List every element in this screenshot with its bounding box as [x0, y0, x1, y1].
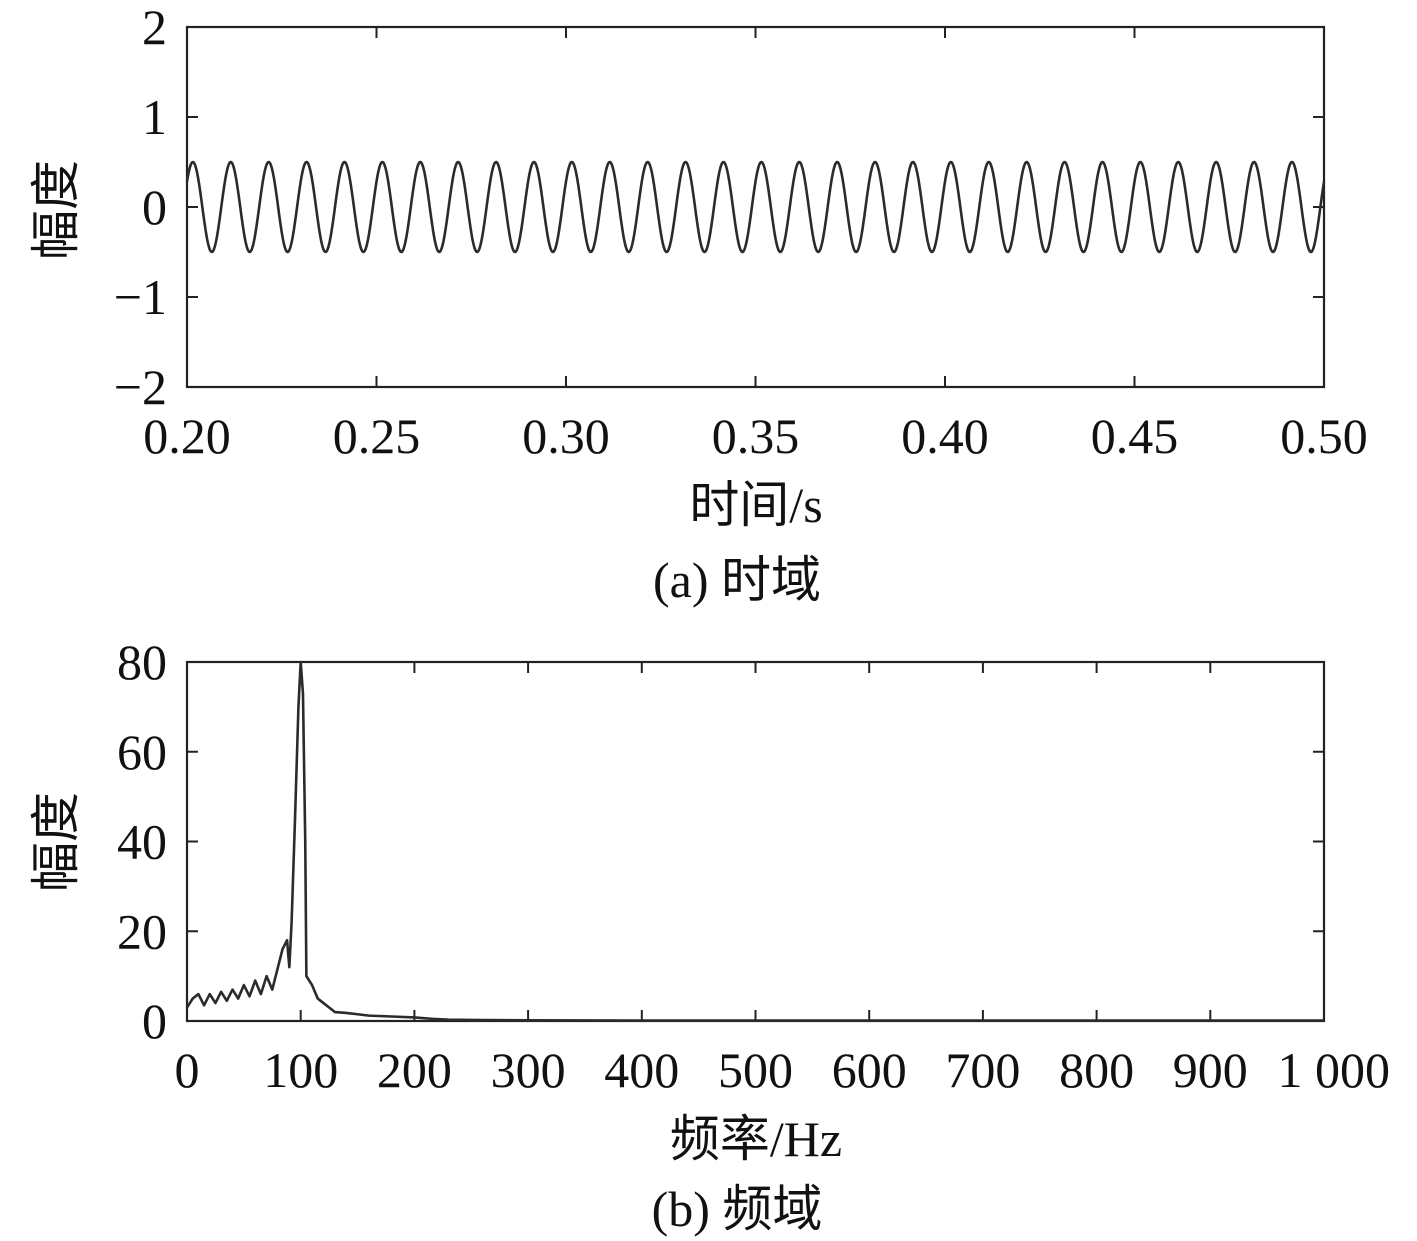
time-domain-x-tick-label: 0.40 [901, 408, 989, 464]
time-domain-plot-frame [185, 25, 1326, 389]
time-domain-x-tick-label: 0.45 [1091, 408, 1179, 464]
time-domain-y-tick-label: 0 [142, 179, 167, 235]
frequency-domain-x-tick-label: 1 000 [1278, 1042, 1391, 1098]
time-domain-x-tick-label: 0.20 [143, 408, 231, 464]
time-domain-ticks [186, 26, 1325, 388]
frequency-domain-x-tick-label: 0 [175, 1042, 200, 1098]
frequency-domain-caption: (b) 频域 [652, 1181, 823, 1237]
time-domain-x-tick-label: 0.25 [333, 408, 421, 464]
frequency-domain-x-tick-label: 100 [263, 1042, 338, 1098]
frequency-domain-x-tick-label: 700 [945, 1042, 1020, 1098]
frequency-domain-x-axis-label: 频率/Hz [670, 1111, 842, 1167]
time-domain-y-tick-label: 2 [142, 0, 167, 55]
frequency-domain-x-tick-label: 900 [1173, 1042, 1248, 1098]
frequency-domain-y-tick-labels: 80 60 40 20 0 [117, 634, 167, 1049]
frequency-domain-x-tick-label: 800 [1059, 1042, 1134, 1098]
time-domain-y-tick-label: 1 [142, 89, 167, 145]
frequency-domain-y-axis-label: 幅度 [28, 792, 84, 892]
time-domain-x-tick-label: 0.30 [522, 408, 610, 464]
frequency-domain-x-tick-label: 300 [491, 1042, 566, 1098]
time-domain-x-tick-labels: 0.20 0.25 0.30 0.35 0.40 0.45 0.50 [143, 408, 1368, 464]
time-domain-x-tick-label: 0.50 [1280, 408, 1368, 464]
frequency-domain-x-tick-labels: 0 100 200 300 400 500 600 700 800 900 1 000 [175, 1042, 1391, 1098]
frequency-domain-plot-frame [185, 660, 1326, 1023]
frequency-domain-y-tick-label: 20 [117, 903, 167, 959]
time-domain-x-axis-label: 时间/s [689, 477, 822, 533]
frequency-domain-y-tick-label: 0 [142, 993, 167, 1049]
frequency-domain-y-tick-label: 60 [117, 724, 167, 780]
frequency-domain-x-tick-label: 400 [604, 1042, 679, 1098]
frequency-domain-ticks [186, 661, 1325, 1022]
time-domain-y-tick-label: −2 [114, 359, 167, 415]
time-domain-caption: (a) 时域 [653, 552, 821, 608]
frequency-domain-x-tick-label: 200 [377, 1042, 452, 1098]
frequency-domain-spectrum-line [185, 660, 1324, 1022]
frequency-domain-y-tick-label: 80 [117, 634, 167, 690]
time-domain-signal-line [185, 160, 1326, 254]
frequency-domain-y-tick-label: 40 [117, 814, 167, 870]
time-domain-panel: 210−1−2 0.20 0.25 0.30 0.35 0.40 0.45 0.50 幅度 … [28, 0, 1368, 608]
time-domain-x-tick-label: 0.35 [712, 408, 800, 464]
frequency-domain-x-tick-label: 600 [832, 1042, 907, 1098]
time-domain-y-tick-labels: 2 1 0 −1 −2 [114, 0, 167, 415]
time-domain-y-tick-label: −1 [114, 269, 167, 325]
frequency-domain-x-tick-label: 500 [718, 1042, 793, 1098]
time-domain-y-axis-label: 幅度 [28, 160, 84, 260]
